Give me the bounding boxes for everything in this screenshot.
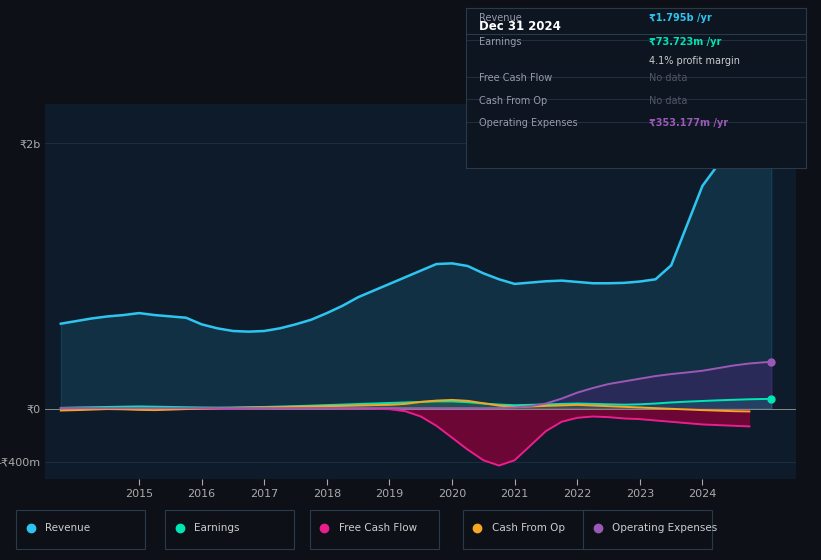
Text: No data: No data xyxy=(649,96,688,106)
FancyBboxPatch shape xyxy=(16,510,145,549)
Text: Free Cash Flow: Free Cash Flow xyxy=(339,523,417,533)
FancyBboxPatch shape xyxy=(310,510,438,549)
Text: Dec 31 2024: Dec 31 2024 xyxy=(479,20,561,32)
Text: Operating Expenses: Operating Expenses xyxy=(479,118,578,128)
Text: Operating Expenses: Operating Expenses xyxy=(612,523,718,533)
Text: Revenue: Revenue xyxy=(479,13,522,23)
FancyBboxPatch shape xyxy=(584,510,713,549)
Text: ₹1.795b /yr: ₹1.795b /yr xyxy=(649,13,713,23)
FancyBboxPatch shape xyxy=(165,510,294,549)
Text: ₹73.723m /yr: ₹73.723m /yr xyxy=(649,37,722,46)
Text: Cash From Op: Cash From Op xyxy=(479,96,548,106)
Text: Earnings: Earnings xyxy=(479,37,521,46)
Text: Earnings: Earnings xyxy=(194,523,240,533)
Text: 4.1% profit margin: 4.1% profit margin xyxy=(649,56,741,66)
Text: Cash From Op: Cash From Op xyxy=(492,523,565,533)
FancyBboxPatch shape xyxy=(463,510,591,549)
Text: ₹353.177m /yr: ₹353.177m /yr xyxy=(649,118,728,128)
Text: Revenue: Revenue xyxy=(45,523,90,533)
Text: Free Cash Flow: Free Cash Flow xyxy=(479,73,553,83)
Text: No data: No data xyxy=(649,73,688,83)
